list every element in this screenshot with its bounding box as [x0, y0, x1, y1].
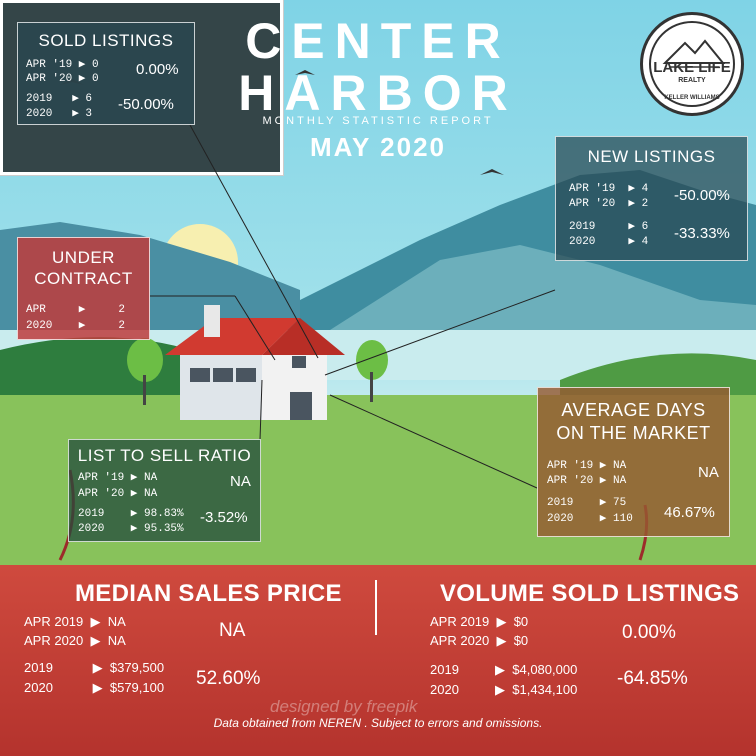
avg-days-row: 2019 ▶ 75	[547, 497, 627, 509]
door	[290, 392, 312, 420]
mountain-icon	[662, 39, 726, 68]
sold-listings-title: SOLD LISTINGS	[38, 31, 174, 50]
volume-sold-title: VOLUME SOLD LISTINGS	[440, 580, 740, 607]
brand-logo: LAKE LIFE REALTY KELLER WILLIAMS	[640, 12, 744, 116]
volume-row: APR 2019 ▶ $0	[430, 614, 529, 629]
tree	[127, 338, 163, 382]
logo-realty: REALTY	[678, 77, 706, 84]
median-row: 2019 ▶ $379,500	[24, 660, 165, 675]
list-to-sell-row: 2020 ▶ 95.35%	[78, 523, 184, 535]
sold-row: 2020 ▶ 3	[26, 108, 93, 120]
window	[236, 368, 256, 382]
list-to-sell-panel: LIST TO SELL RATIO APR '19 ▶ NA APR '20 …	[68, 439, 261, 542]
pointer-line	[324, 289, 556, 376]
sold-pct-year: -50.00%	[118, 96, 174, 113]
new-listings-panel: NEW LISTINGS APR '19 ▶ 4 APR '20 ▶ 2 201…	[555, 136, 748, 261]
report-title-line1: CENTER	[245, 13, 511, 69]
new-row: 2019 ▶ 6	[569, 221, 649, 233]
median-price-title: MEDIAN SALES PRICE	[75, 580, 342, 607]
list-to-sell-pct-apr: NA	[230, 473, 251, 490]
under-contract-title-1: UNDER	[52, 248, 115, 267]
avg-days-row: 2020 ▶ 110	[547, 513, 633, 525]
avg-days-panel: AVERAGE DAYS ON THE MARKET APR '19 ▶ NA …	[537, 387, 730, 537]
median-row: 2020 ▶ $579,100	[24, 680, 165, 695]
window	[292, 356, 306, 368]
avg-days-pct-apr: NA	[698, 464, 719, 481]
bottom-band	[0, 565, 756, 756]
watermark: designed by freepik	[270, 697, 418, 716]
pointer-line	[259, 379, 263, 441]
volume-row: 2020 ▶ $1,434,100	[430, 682, 578, 697]
list-to-sell-row: 2019 ▶ 98.83%	[78, 508, 184, 520]
house-wall	[180, 352, 262, 420]
under-contract-row: 2020 ▶ 2	[26, 320, 126, 332]
bird	[295, 70, 315, 75]
list-to-sell-title: LIST TO SELL RATIO	[77, 446, 252, 465]
volume-row: 2019 ▶ $4,080,000	[430, 662, 578, 677]
pointer-line	[189, 124, 319, 359]
list-to-sell-row: APR '20 ▶ NA	[78, 488, 158, 500]
sold-row: APR '20 ▶ 0	[26, 73, 99, 85]
window	[190, 368, 210, 382]
list-to-sell-pct-year: -3.52%	[200, 509, 248, 526]
report-subtitle: MONTHLY STATISTIC REPORT	[262, 115, 494, 127]
median-pct-apr: NA	[219, 620, 246, 641]
list-to-sell-row: APR '19 ▶ NA	[78, 472, 158, 484]
new-listings-title: NEW LISTINGS	[587, 147, 716, 166]
volume-row: APR 2020 ▶ $0	[430, 633, 529, 648]
avg-days-pct-year: 46.67%	[664, 504, 715, 521]
tree-trunk	[143, 375, 146, 405]
new-row: APR '19 ▶ 4	[569, 183, 649, 195]
avg-days-title-1: AVERAGE DAYS	[561, 400, 706, 420]
under-contract-row: APR ▶ 2	[26, 304, 126, 316]
sold-row: APR '19 ▶ 0	[26, 59, 99, 71]
median-row: APR 2019 ▶ NA	[24, 614, 126, 629]
new-pct-year: -33.33%	[674, 225, 730, 242]
avg-days-row: APR '20 ▶ NA	[547, 475, 627, 487]
under-contract-panel: UNDER CONTRACT APR ▶ 2 2020 ▶ 2	[17, 237, 150, 340]
new-row: 2020 ▶ 4	[569, 236, 649, 248]
logo-brokerage: KELLER WILLIAMS	[664, 95, 720, 101]
new-pct-apr: -50.00%	[674, 187, 730, 204]
divider	[375, 580, 377, 635]
avg-days-row: APR '19 ▶ NA	[547, 460, 627, 472]
avg-days-title-2: ON THE MARKET	[556, 423, 711, 443]
under-contract-title-2: CONTRACT	[34, 269, 133, 288]
window	[213, 368, 233, 382]
bird	[480, 169, 504, 175]
tree	[356, 340, 388, 380]
chimney	[204, 305, 220, 337]
sold-listings-panel: SOLD LISTINGS APR '19 ▶ 0 APR '20 ▶ 0 20…	[17, 22, 195, 125]
logo-name: LAKE LIFE	[653, 59, 731, 76]
new-row: APR '20 ▶ 2	[569, 198, 649, 210]
house-roof-gable	[262, 318, 345, 355]
tree-trunk	[370, 372, 373, 402]
mountain-near	[330, 245, 756, 345]
pointer-line	[329, 394, 538, 489]
median-row: APR 2020 ▶ NA	[24, 633, 126, 648]
footer-disclaimer: Data obtained from NEREN . Subject to er…	[213, 716, 543, 730]
volume-pct-apr: 0.00%	[622, 622, 676, 643]
sold-pct-apr: 0.00%	[136, 61, 179, 78]
logo-ring	[649, 21, 735, 107]
report-title-line2: HARBOR	[238, 65, 518, 121]
pointer-line	[234, 295, 276, 361]
median-pct-year: 52.60%	[196, 668, 261, 689]
report-month: MAY 2020	[310, 132, 446, 162]
volume-pct-year: -64.85%	[617, 668, 688, 689]
sold-row: 2019 ▶ 6	[26, 93, 93, 105]
